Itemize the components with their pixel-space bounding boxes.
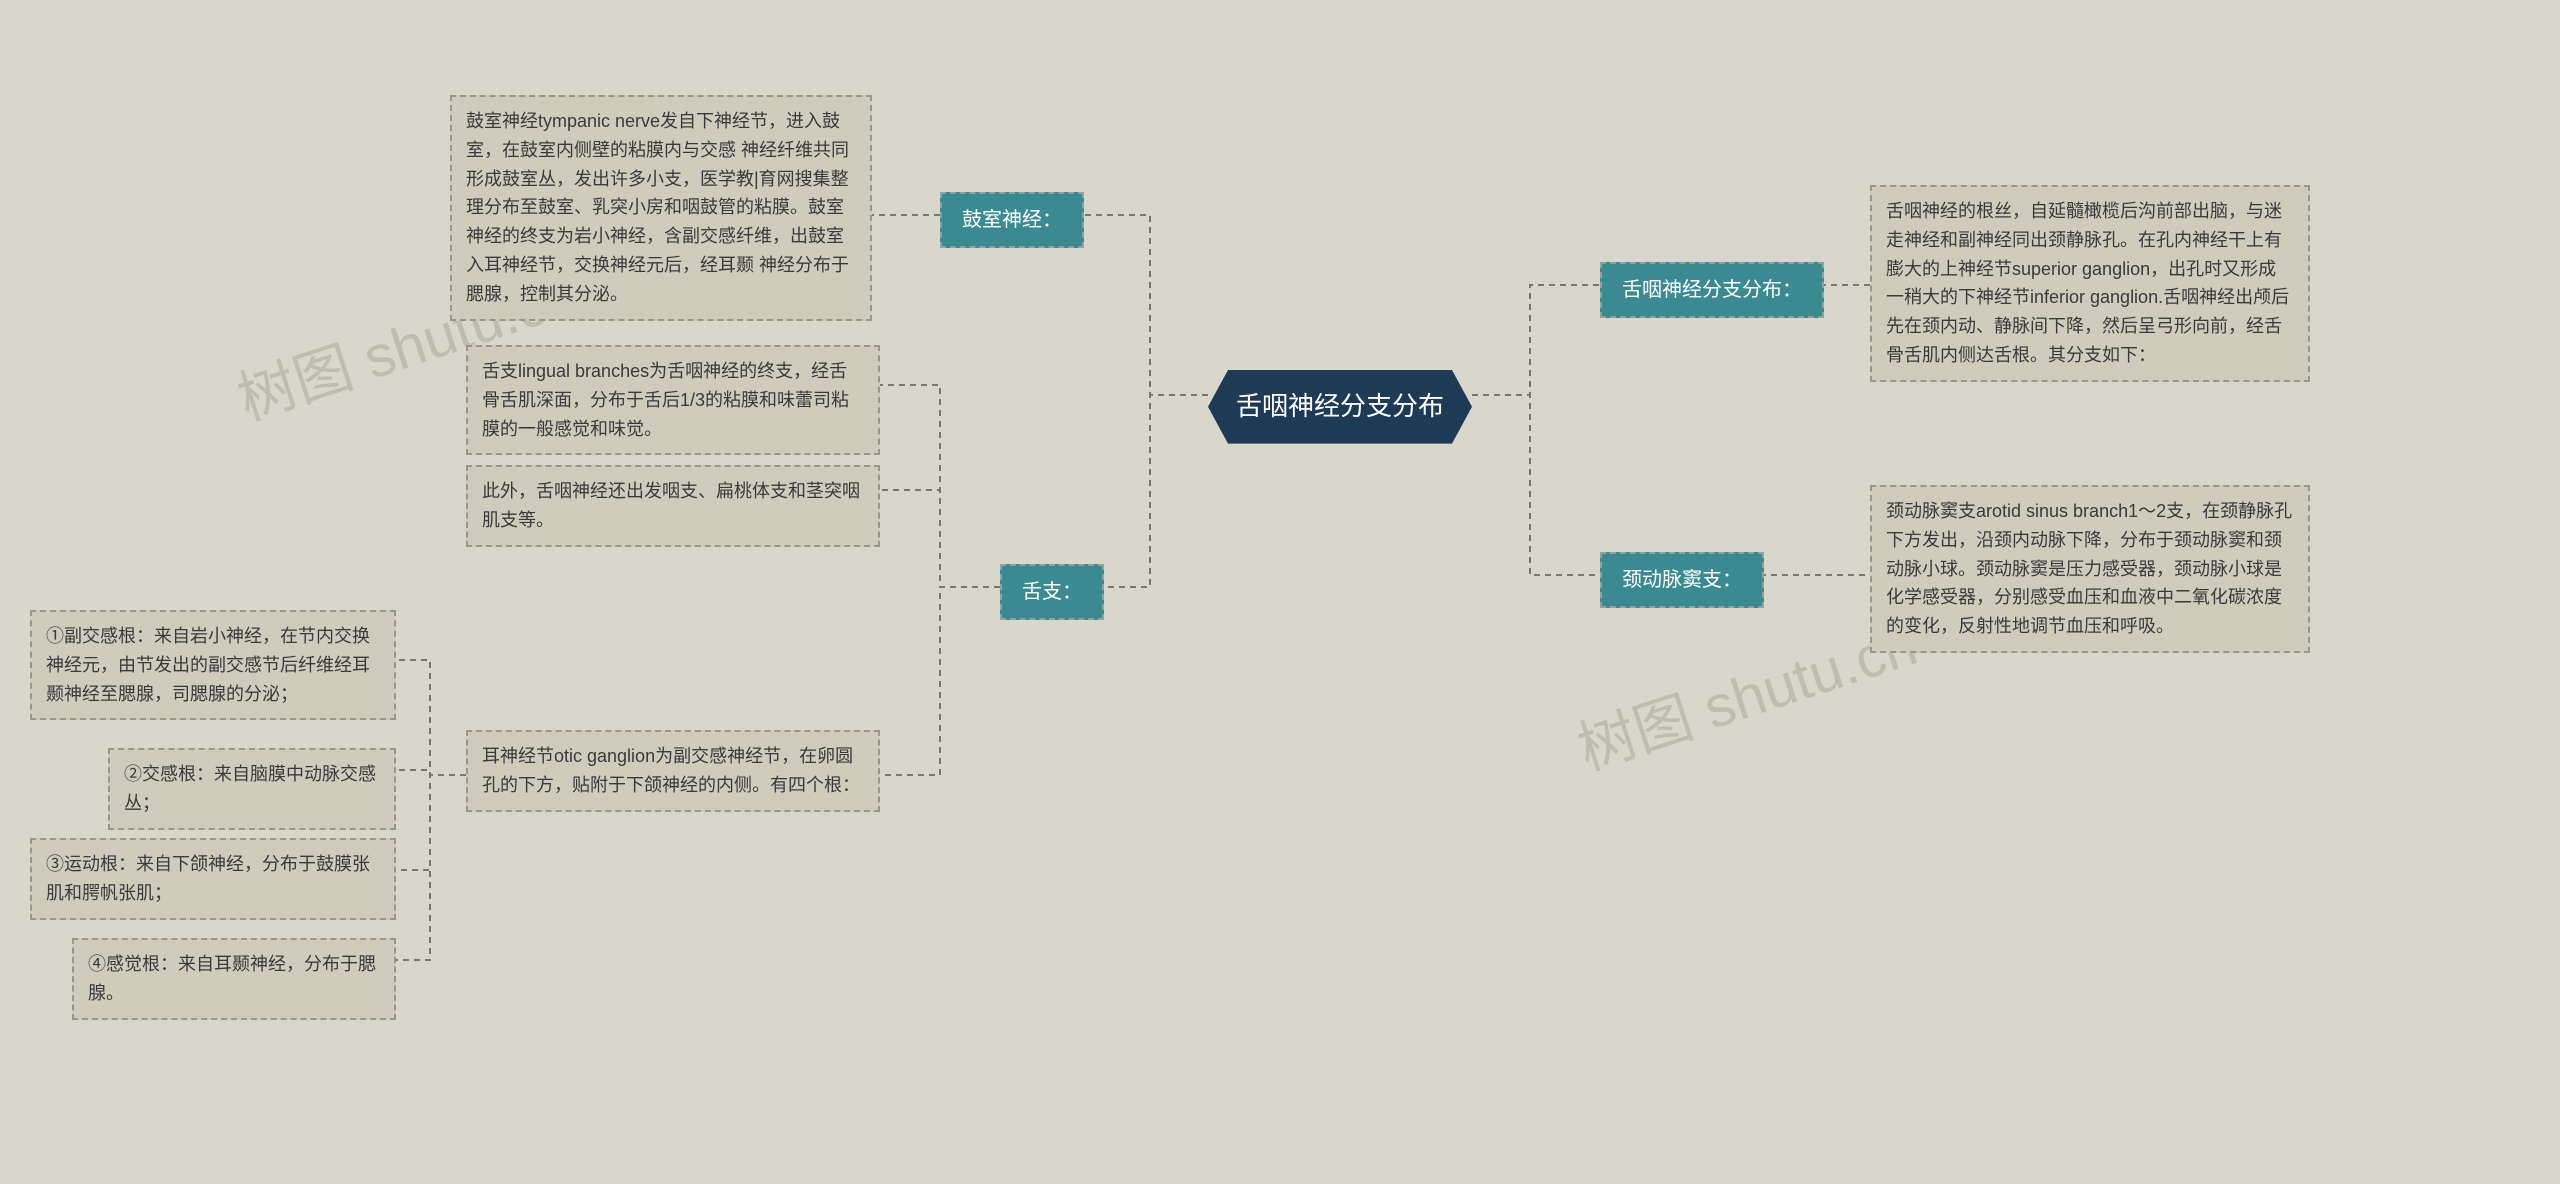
branch-right-2[interactable]: 颈动脉窦支： <box>1600 552 1764 608</box>
leaf-right-2-1: 颈动脉窦支arotid sinus branch1～2支，在颈静脉孔下方发出，沿… <box>1870 485 2310 653</box>
branch-left-1[interactable]: 鼓室神经： <box>940 192 1084 248</box>
leaf-child-3: ③运动根：来自下颌神经，分布于鼓膜张肌和腭帆张肌； <box>30 838 396 920</box>
leaf-left-2-1: 舌支lingual branches为舌咽神经的终支，经舌骨舌肌深面，分布于舌后… <box>466 345 880 455</box>
leaf-child-2: ②交感根：来自脑膜中动脉交感丛； <box>108 748 396 830</box>
leaf-child-1: ①副交感根：来自岩小神经，在节内交换神经元，由节发出的副交感节后纤维经耳颞神经至… <box>30 610 396 720</box>
root-node[interactable]: 舌咽神经分支分布 <box>1208 370 1472 444</box>
leaf-left-2-3: 耳神经节otic ganglion为副交感神经节，在卵圆孔的下方，贴附于下颌神经… <box>466 730 880 812</box>
branch-right-1[interactable]: 舌咽神经分支分布： <box>1600 262 1824 318</box>
mindmap-canvas: 树图 shutu.cn 树图 shutu.cn 舌咽神经 <box>0 0 2560 1184</box>
leaf-left-1-1: 鼓室神经tympanic nerve发自下神经节，进入鼓室，在鼓室内侧壁的粘膜内… <box>450 95 872 321</box>
leaf-left-2-2: 此外，舌咽神经还出发咽支、扁桃体支和茎突咽肌支等。 <box>466 465 880 547</box>
leaf-right-1-1: 舌咽神经的根丝，自延髓橄榄后沟前部出脑，与迷走神经和副神经同出颈静脉孔。在孔内神… <box>1870 185 2310 382</box>
leaf-child-4: ④感觉根：来自耳颞神经，分布于腮腺。 <box>72 938 396 1020</box>
branch-left-2[interactable]: 舌支： <box>1000 564 1104 620</box>
